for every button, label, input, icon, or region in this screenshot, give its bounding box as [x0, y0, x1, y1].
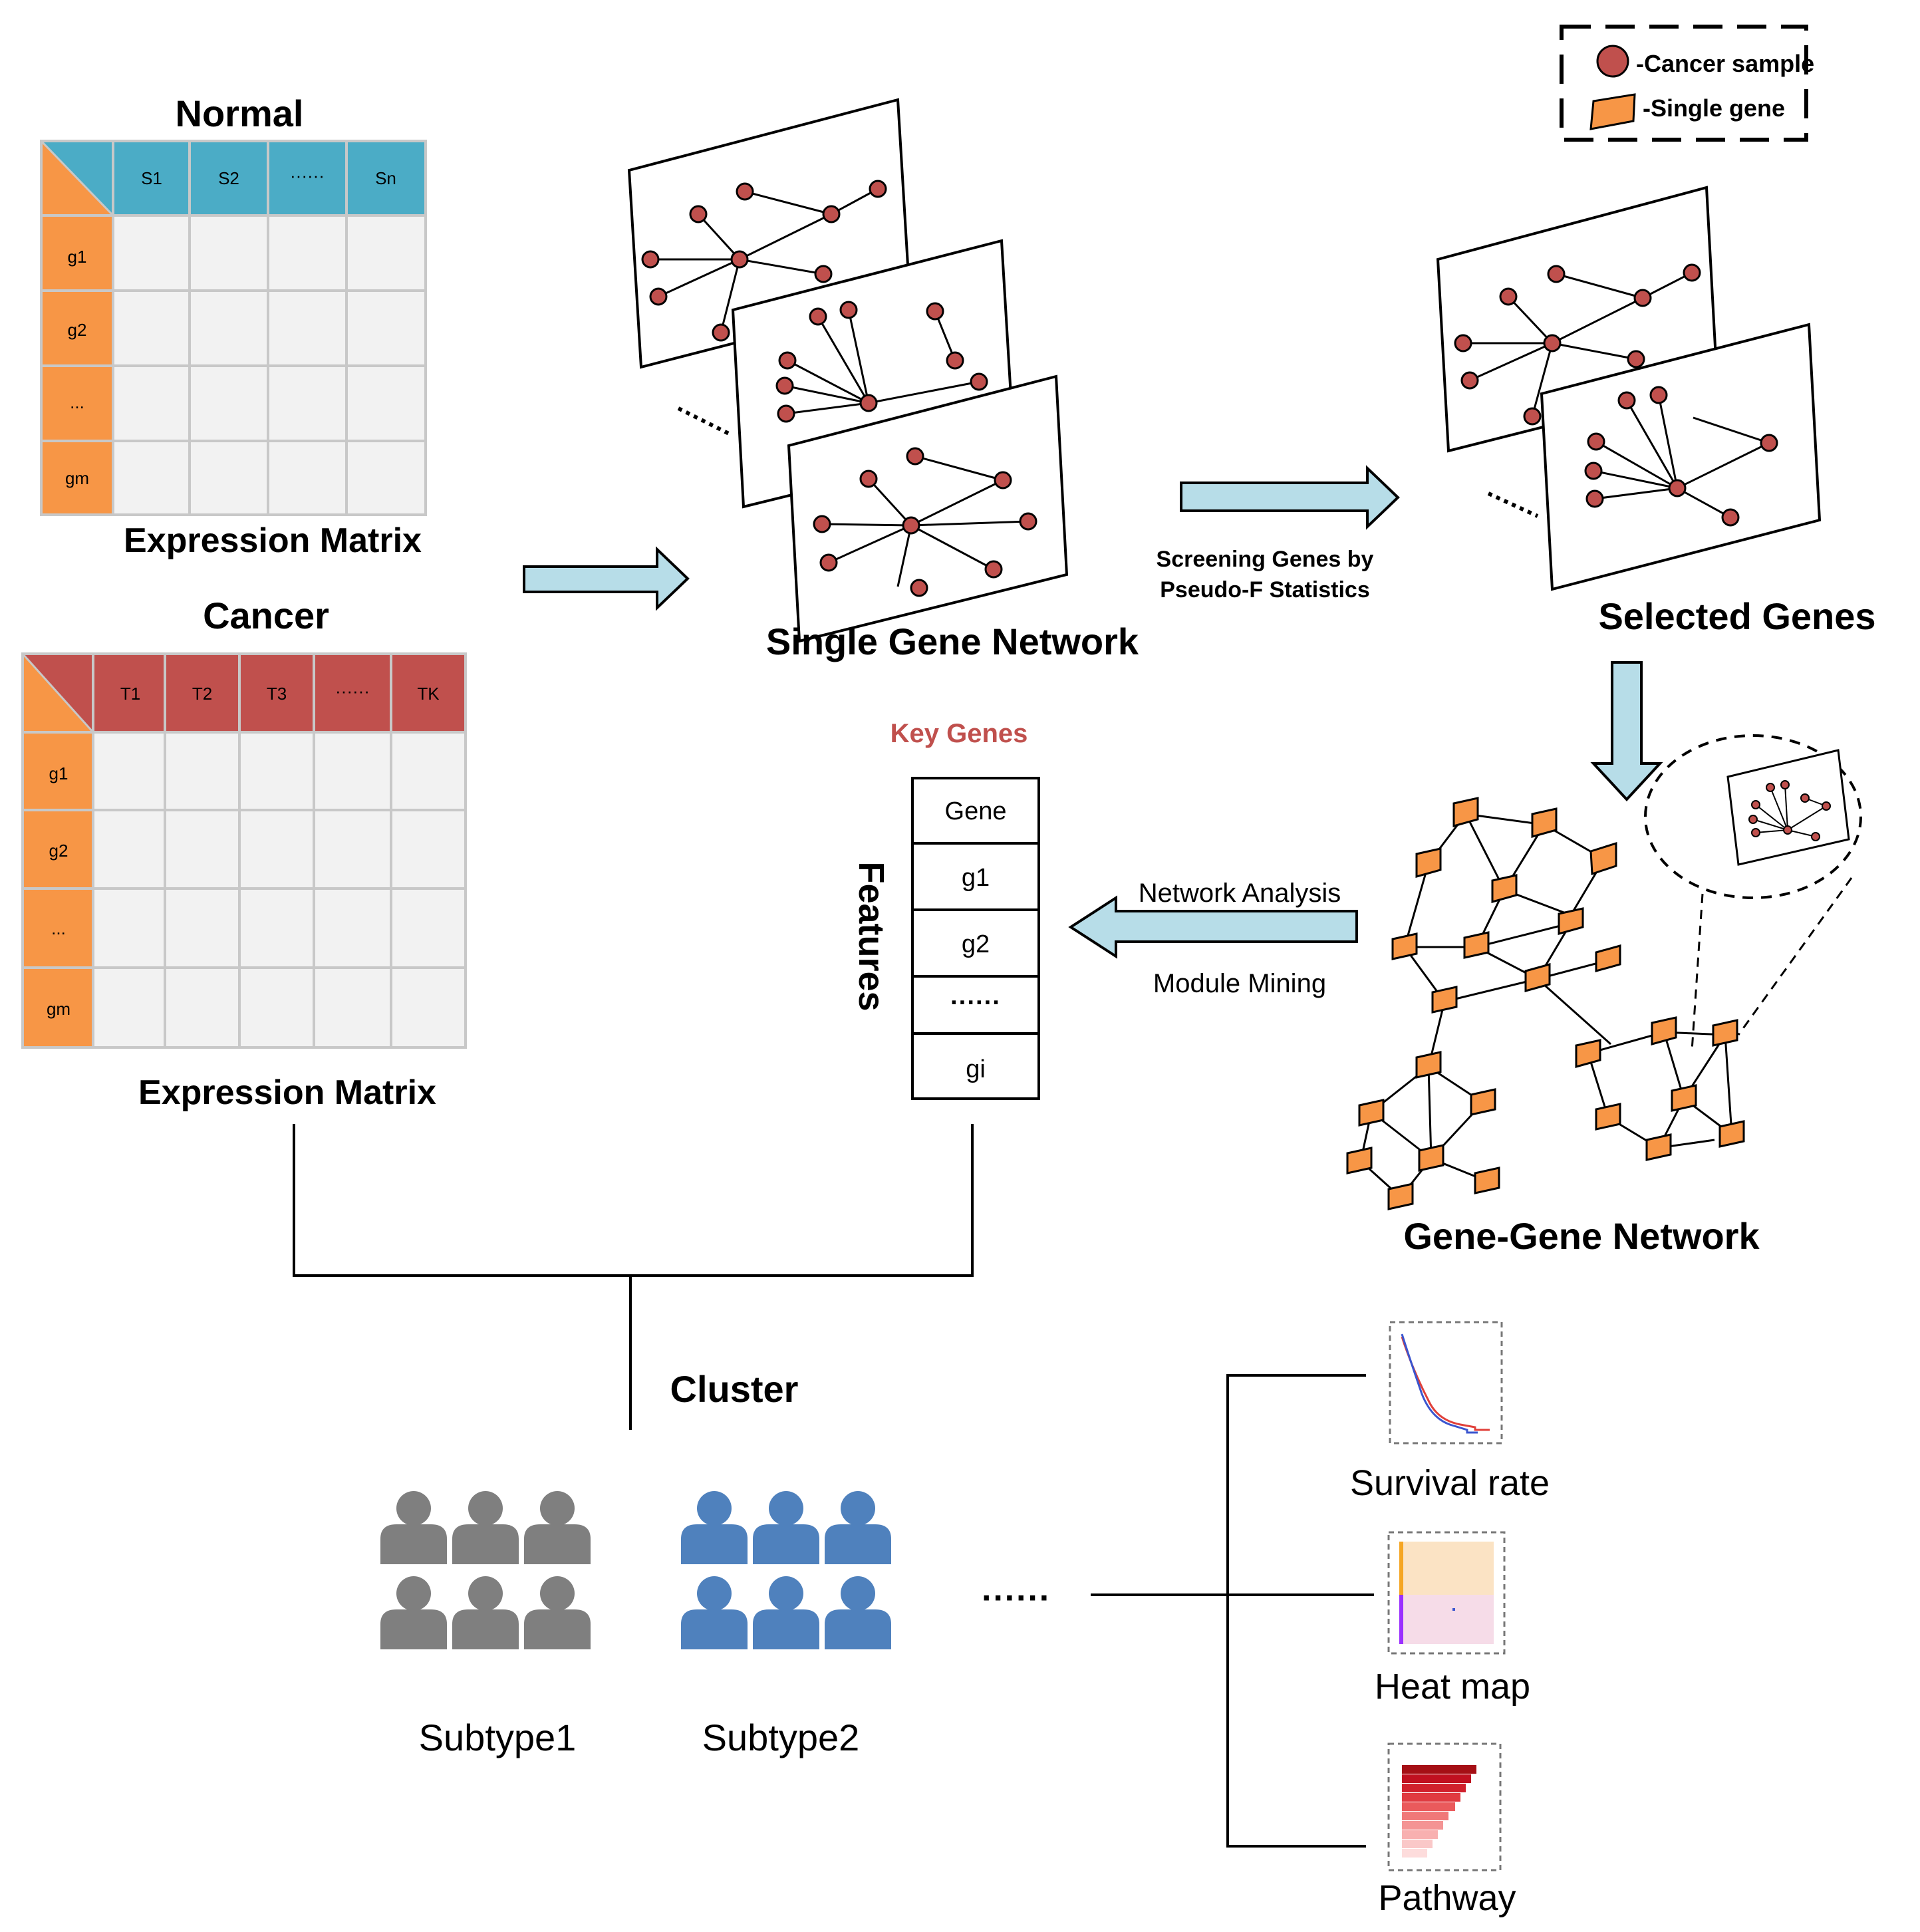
- cancer-col-header: ······: [335, 681, 370, 701]
- module-mining-label: Module Mining: [1153, 969, 1326, 998]
- legend-single-gene: -Single gene: [1643, 94, 1785, 122]
- selected-genes: Selected Genes: [1436, 186, 1876, 637]
- normal-row-header: g2: [68, 320, 87, 340]
- normal-matrix-caption: Expression Matrix: [124, 521, 422, 560]
- gene-gene-network: Gene-Gene Network: [1346, 734, 1862, 1257]
- survival-rate-label: Survival rate: [1350, 1463, 1550, 1503]
- single-gene-network-label: Single Gene Network: [766, 621, 1139, 662]
- legend-box: [1560, 25, 1808, 142]
- screening-line2: Pseudo-F Statistics: [1160, 577, 1370, 603]
- arrow-to-selected-genes: [1180, 465, 1400, 530]
- subtype2-people-icon: [681, 1491, 891, 1649]
- normal-col-header: ······: [290, 166, 325, 186]
- key-genes-row: Gene: [945, 797, 1007, 825]
- more-networks-dots: [677, 406, 730, 436]
- cancer-col-header: TK: [417, 684, 440, 704]
- arrow-to-single-gene-network: [523, 546, 690, 611]
- single-gene-network: Single Gene Network: [627, 98, 1139, 662]
- key-genes-title: Key Genes: [891, 719, 1028, 748]
- key-genes-row: g2: [962, 930, 990, 958]
- gene-gene-network-label: Gene-Gene Network: [1403, 1215, 1760, 1257]
- cancer-header-row: [93, 654, 466, 732]
- cancer-row-header: gm: [47, 999, 70, 1019]
- cancer-col-header: T3: [267, 684, 287, 704]
- normal-col-header: S2: [218, 168, 239, 188]
- cancer-sample-legend-icon: [1596, 45, 1629, 78]
- heat-map-label: Heat map: [1375, 1667, 1530, 1707]
- features-label: Features: [851, 861, 891, 1011]
- pathway-thumbnail: [1387, 1742, 1502, 1871]
- heatmap-thumbnail: [1387, 1531, 1506, 1655]
- normal-row-header: ...: [70, 392, 84, 412]
- subtypes-ellipsis: ······: [982, 1579, 1051, 1617]
- normal-col-header: Sn: [375, 168, 396, 188]
- cluster-label: Cluster: [670, 1368, 799, 1410]
- normal-title: Normal: [176, 92, 304, 134]
- outcomes-bracket: [1091, 1374, 1374, 1848]
- key-genes-row: g1: [962, 864, 990, 892]
- normal-row-header: g1: [68, 247, 87, 267]
- cancer-col-header: T1: [120, 684, 140, 704]
- cluster-bracket: [293, 1124, 974, 1430]
- key-genes-row: ······: [950, 989, 1001, 1017]
- more-networks-dots: [1487, 491, 1539, 518]
- subtype1-label: Subtype1: [419, 1717, 577, 1758]
- key-genes-table: Key Genes Gene g1 g2 ······ gi Features: [851, 719, 1040, 1100]
- cancer-matrix-caption: Expression Matrix: [138, 1073, 436, 1112]
- survival-thumbnail: [1389, 1321, 1503, 1445]
- normal-row-header: gm: [65, 468, 89, 488]
- normal-expression-matrix: Normal S1 S2 ······ Sn g1 g2 ... gm Expr: [40, 92, 427, 560]
- screening-line1: Screening Genes by: [1157, 547, 1374, 572]
- key-genes-row: gi: [966, 1055, 986, 1083]
- arrow-to-key-genes: [1068, 895, 1358, 959]
- cancer-title: Cancer: [203, 595, 329, 636]
- legend: -Cancer sample -Single gene: [1560, 25, 1814, 142]
- cancer-col-header: T2: [192, 684, 212, 704]
- subtype1-people-icon: [380, 1491, 591, 1649]
- network-analysis-label: Network Analysis: [1139, 879, 1341, 908]
- single-gene-legend-icon: [1589, 93, 1636, 130]
- normal-col-header: S1: [141, 168, 162, 188]
- pathway-label: Pathway: [1378, 1878, 1516, 1918]
- legend-cancer-sample: -Cancer sample: [1636, 50, 1814, 77]
- subtype2-label: Subtype2: [702, 1717, 860, 1758]
- arrow-to-gene-gene-network: [1590, 661, 1663, 801]
- cancer-expression-matrix: Cancer T1 T2 T3 ······ TK g1 g2 ...: [21, 595, 467, 1112]
- selected-genes-label: Selected Genes: [1598, 595, 1875, 637]
- network-panel: [1540, 323, 1822, 591]
- cancer-row-header: g1: [49, 763, 69, 783]
- cancer-row-header: ...: [51, 918, 66, 938]
- cancer-row-header: g2: [49, 841, 69, 861]
